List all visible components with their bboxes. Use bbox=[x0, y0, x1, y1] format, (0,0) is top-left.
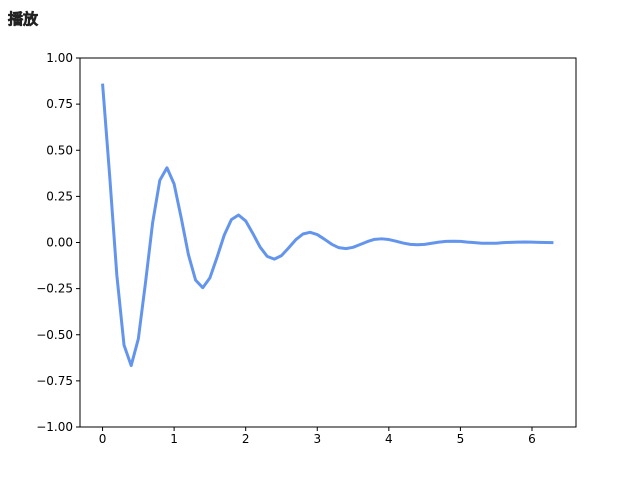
y-tick-label: 0.50 bbox=[46, 143, 73, 157]
y-tick-label: −1.00 bbox=[36, 420, 73, 434]
play-button[interactable]: 播放 bbox=[8, 10, 39, 29]
plot-frame bbox=[79, 57, 577, 428]
y-tick-label: 0.25 bbox=[46, 189, 73, 203]
y-tick-label: −0.50 bbox=[36, 328, 73, 342]
data-line bbox=[101, 83, 554, 368]
x-tick-label: 3 bbox=[313, 432, 321, 446]
x-tick-label: 5 bbox=[457, 432, 465, 446]
y-tick-label: 1.00 bbox=[46, 51, 73, 65]
y-tick-label: 0.75 bbox=[46, 97, 73, 111]
x-tick-label: 6 bbox=[528, 432, 536, 446]
y-tick-label: 0.00 bbox=[46, 236, 73, 250]
y-tick-label: −0.75 bbox=[36, 374, 73, 388]
x-tick-label: 1 bbox=[170, 432, 178, 446]
x-tick-label: 0 bbox=[99, 432, 107, 446]
x-tick-label: 2 bbox=[242, 432, 250, 446]
x-tick-label: 4 bbox=[385, 432, 393, 446]
y-tick-label: −0.25 bbox=[36, 282, 73, 296]
